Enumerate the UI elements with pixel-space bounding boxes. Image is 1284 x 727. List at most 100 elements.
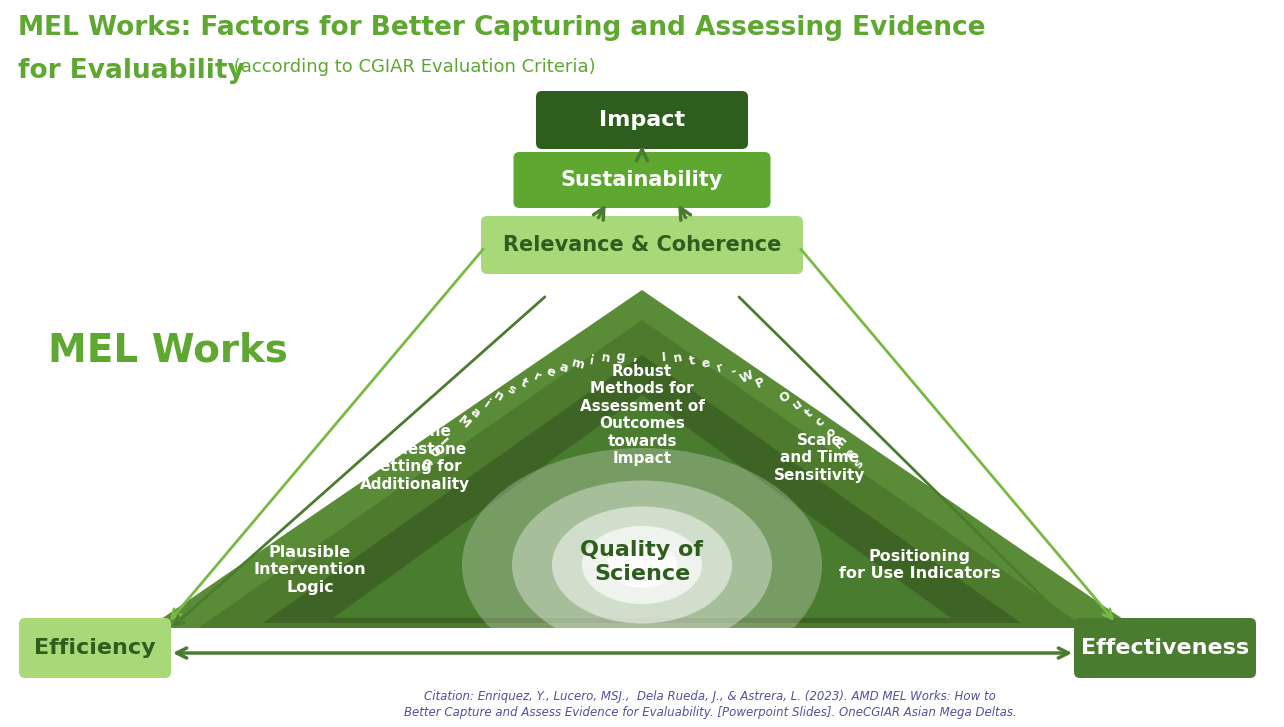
Text: W: W xyxy=(738,369,756,386)
Ellipse shape xyxy=(582,526,702,604)
Text: n: n xyxy=(810,313,824,329)
Polygon shape xyxy=(263,355,1021,623)
Text: MEL Works: MEL Works xyxy=(48,331,288,369)
Text: t: t xyxy=(802,406,815,420)
Text: i: i xyxy=(679,270,684,283)
Text: u: u xyxy=(790,397,805,413)
Ellipse shape xyxy=(552,507,732,624)
Text: i: i xyxy=(589,354,596,367)
Text: C: C xyxy=(503,292,516,308)
Text: Relevance & Coherence: Relevance & Coherence xyxy=(503,235,781,255)
Text: Positioning
for Use Indicators: Positioning for Use Indicators xyxy=(840,549,1000,581)
Text: w: w xyxy=(431,329,448,346)
Text: d: d xyxy=(823,321,838,337)
Text: Quality of
Science: Quality of Science xyxy=(580,540,704,584)
Text: g: g xyxy=(407,349,422,365)
FancyBboxPatch shape xyxy=(535,91,749,149)
FancyBboxPatch shape xyxy=(19,618,171,678)
Text: Baseline
& Milestone
Setting for
Additionality: Baseline & Milestone Setting for Additio… xyxy=(360,425,470,491)
Text: r: r xyxy=(582,271,591,285)
Text: e: e xyxy=(701,356,711,371)
Text: (according to CGIAR Evaluation Criteria): (according to CGIAR Evaluation Criteria) xyxy=(229,58,596,76)
Text: n: n xyxy=(372,382,388,398)
Text: s: s xyxy=(505,382,517,397)
Text: Plausible
Intervention
Logic: Plausible Intervention Logic xyxy=(254,545,366,595)
Text: n: n xyxy=(395,359,411,375)
Text: I: I xyxy=(661,350,666,364)
Text: e: e xyxy=(544,364,556,379)
Text: n: n xyxy=(673,351,683,366)
Text: i: i xyxy=(385,372,398,385)
Text: s: s xyxy=(935,433,950,447)
Text: t: t xyxy=(566,274,575,288)
Text: e: e xyxy=(768,292,781,308)
Text: u: u xyxy=(534,281,547,297)
Text: -: - xyxy=(729,365,738,379)
Text: I: I xyxy=(437,436,449,449)
Text: G: G xyxy=(416,457,433,473)
Polygon shape xyxy=(198,320,1086,628)
Text: MEL Works: Factors for Better Capturing and Assessing Evidence: MEL Works: Factors for Better Capturing … xyxy=(18,15,986,41)
Text: i: i xyxy=(353,409,366,420)
Text: o: o xyxy=(823,425,838,440)
Text: h: h xyxy=(474,305,488,321)
Text: e: e xyxy=(842,446,858,460)
Text: m: m xyxy=(832,433,850,451)
Text: s: s xyxy=(661,268,670,281)
Text: e: e xyxy=(723,278,734,292)
Text: a: a xyxy=(559,360,570,375)
Text: y: y xyxy=(597,269,607,284)
Text: O: O xyxy=(777,388,794,405)
Text: S: S xyxy=(849,339,864,355)
Text: c: c xyxy=(813,415,827,430)
Ellipse shape xyxy=(512,481,772,649)
FancyBboxPatch shape xyxy=(482,216,802,274)
FancyBboxPatch shape xyxy=(1073,618,1256,678)
Text: a: a xyxy=(796,305,810,321)
Text: t: t xyxy=(461,313,473,328)
Text: g: g xyxy=(362,394,377,409)
Text: o: o xyxy=(519,286,532,302)
Text: n: n xyxy=(738,281,750,297)
Polygon shape xyxy=(333,395,951,618)
Text: P: P xyxy=(754,375,767,391)
Text: Impact: Impact xyxy=(598,110,686,130)
Text: a: a xyxy=(467,406,483,421)
Text: l: l xyxy=(695,272,701,285)
Text: r: r xyxy=(715,361,724,374)
Text: r: r xyxy=(532,370,542,385)
Text: G: G xyxy=(895,381,912,398)
Text: Efficiency: Efficiency xyxy=(35,638,155,658)
Text: l: l xyxy=(927,422,940,433)
Text: Citation: Enriquez, Y., Lucero, MSJ.,  Dela Rueda, J., & Astrera, L. (2023). AMD: Citation: Enriquez, Y., Lucero, MSJ., De… xyxy=(424,690,996,703)
Text: e: e xyxy=(646,268,655,281)
Text: R: R xyxy=(629,268,639,281)
Text: Sustainability: Sustainability xyxy=(561,170,723,190)
Text: D: D xyxy=(425,445,442,461)
Text: i: i xyxy=(482,398,492,411)
Text: a: a xyxy=(917,406,932,422)
Text: Robust
Methods for
Assessment of
Outcomes
towards
Impact: Robust Methods for Assessment of Outcome… xyxy=(579,364,705,466)
FancyBboxPatch shape xyxy=(514,152,770,208)
Text: t: t xyxy=(519,376,529,390)
Text: n: n xyxy=(492,389,506,405)
Text: Scale
and Time
Sensitivity: Scale and Time Sensitivity xyxy=(774,433,865,483)
Text: D: D xyxy=(860,348,878,365)
Text: G: G xyxy=(873,358,890,376)
Text: Better Capture and Assess Evidence for Evaluability. [Powerpoint Slides]. OneCGI: Better Capture and Assess Evidence for E… xyxy=(403,706,1017,719)
Text: A: A xyxy=(334,433,351,449)
Text: o: o xyxy=(907,394,922,409)
Text: for Evaluability: for Evaluability xyxy=(18,58,245,84)
Text: s: s xyxy=(851,457,867,471)
Text: n: n xyxy=(601,351,611,366)
Text: g: g xyxy=(615,350,625,364)
Text: m: m xyxy=(570,356,586,371)
Ellipse shape xyxy=(607,542,677,587)
Text: c: c xyxy=(754,286,765,302)
Text: t: t xyxy=(688,354,696,368)
Text: i: i xyxy=(710,274,716,288)
Text: M: M xyxy=(455,414,473,431)
Text: Effectiveness: Effectiveness xyxy=(1081,638,1249,658)
Polygon shape xyxy=(148,290,1136,628)
Text: n: n xyxy=(550,277,561,292)
